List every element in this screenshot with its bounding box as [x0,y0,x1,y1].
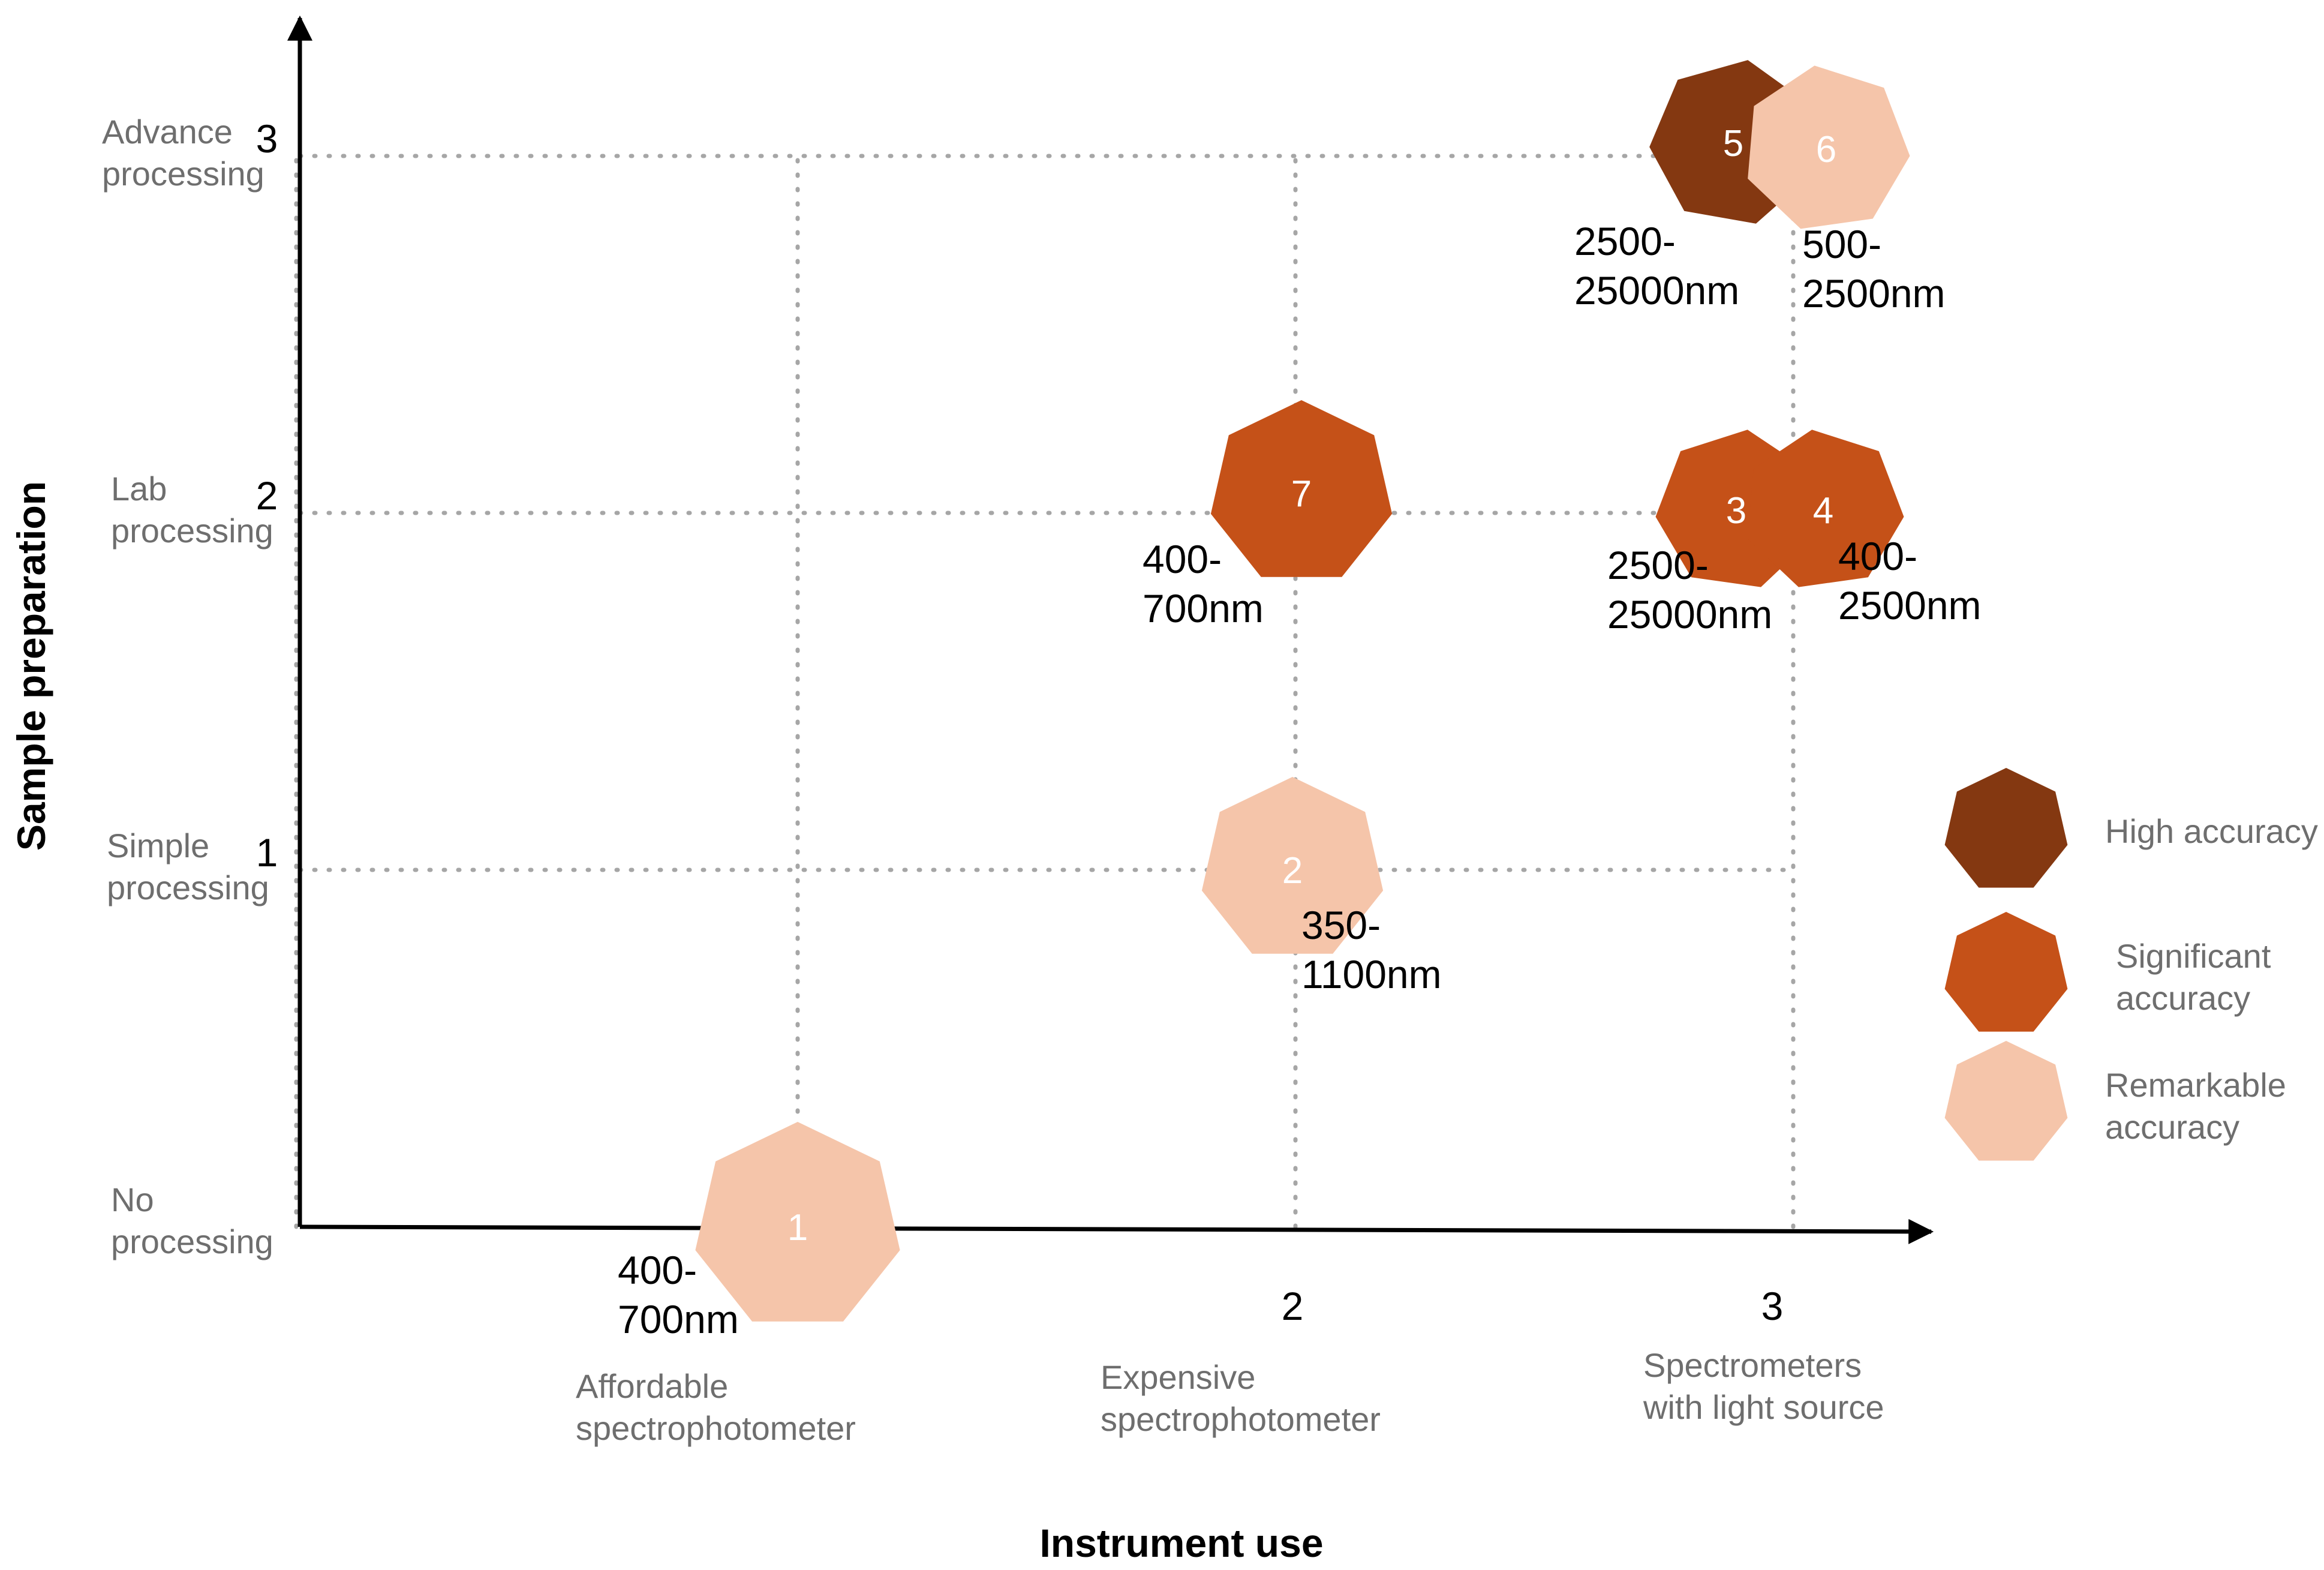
y-category-label-1: Simple [107,827,209,864]
point-7-range: 400- [1143,537,1222,581]
point-5-label: 5 [1723,123,1743,164]
point-7-range: 700nm [1143,586,1264,631]
x-category-label-3: with light source [1643,1388,1884,1426]
point-2-marker [1201,777,1384,954]
point-4-marker [1747,430,1904,587]
point-5-range: 25000nm [1574,268,1739,313]
point-3-range: 25000nm [1607,592,1772,637]
y-category-label-0: processing [111,1223,273,1260]
point-6-range: 500- [1802,222,1881,266]
point-1-label: 1 [787,1207,808,1248]
point-7-label: 7 [1291,473,1312,515]
legend-label-2: accuracy [2105,1108,2239,1146]
x-category-label-2: Expensive [1101,1358,1255,1396]
legend-swatch-2 [1944,1041,2068,1161]
legend-swatch-1 [1944,912,2068,1032]
legend-label-1: Significant [2116,937,2271,975]
point-6-marker [1748,65,1910,229]
point-3-range: 2500- [1607,543,1709,587]
x-tick-label-2: 2 [1282,1284,1304,1328]
point-4-range: 2500nm [1838,583,1982,628]
point-2-range: 1100nm [1301,952,1442,996]
y-category-label-1: processing [107,869,269,906]
y-category-label-2: Lab [111,470,167,508]
point-1-range: 700nm [618,1297,739,1341]
y-tick-label-2: 2 [256,473,278,518]
point-2-range: 350- [1301,903,1381,947]
point-2-label: 2 [1282,850,1303,891]
x-axis-title: Instrument use [1039,1521,1323,1565]
y-category-label-3: Advance [102,113,233,151]
point-5-range: 2500- [1574,219,1676,263]
y-category-label-0: No [111,1181,154,1218]
x-category-label-1: spectrophotometer [576,1409,856,1447]
y-axis-title: Sample preparation [9,481,53,851]
x-category-label-2: spectrophotometer [1101,1400,1381,1438]
legend-label-0: High accuracy [2105,812,2318,850]
y-tick-label-3: 3 [256,116,278,161]
point-6-range: 2500nm [1802,271,1946,316]
point-7-marker [1210,400,1393,577]
x-category-label-1: Affordable [576,1367,728,1405]
legend-label-1: accuracy [2116,979,2250,1017]
point-3-label: 3 [1726,490,1746,532]
point-1-range: 400- [618,1248,697,1292]
y-category-label-3: processing [102,155,264,193]
y-tick-label-1: 1 [256,830,278,875]
legend-swatch-0 [1944,768,2068,888]
y-category-label-2: processing [111,512,273,550]
point-1-marker [695,1122,900,1322]
x-category-label-3: Spectrometers [1643,1346,1862,1384]
legend-label-2: Remarkable [2105,1066,2286,1104]
x-tick-label-3: 3 [1761,1284,1784,1328]
point-4-label: 4 [1813,490,1833,532]
point-6-label: 6 [1816,129,1836,170]
point-4-range: 400- [1838,534,1917,578]
x-axis [299,1218,1934,1244]
